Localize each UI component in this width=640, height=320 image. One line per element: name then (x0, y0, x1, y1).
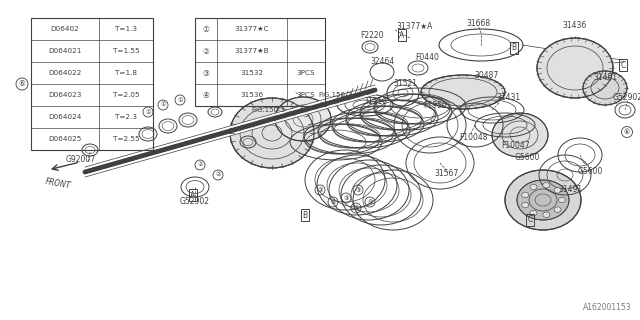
Text: B: B (511, 44, 516, 52)
Text: 31377★A: 31377★A (397, 21, 433, 30)
Text: 31377★B: 31377★B (235, 48, 269, 54)
Ellipse shape (522, 192, 529, 198)
Text: 32464: 32464 (371, 58, 395, 67)
Ellipse shape (530, 210, 537, 216)
Ellipse shape (583, 71, 627, 105)
Text: T=1.3: T=1.3 (115, 26, 137, 32)
Text: 31377★C: 31377★C (235, 26, 269, 32)
Text: G52902: G52902 (180, 197, 210, 206)
Ellipse shape (530, 184, 537, 190)
Text: 31521: 31521 (393, 78, 417, 87)
Ellipse shape (230, 98, 314, 168)
Ellipse shape (554, 188, 561, 193)
Text: ①: ① (160, 102, 166, 108)
Text: 31567: 31567 (435, 169, 459, 178)
Ellipse shape (421, 75, 505, 109)
Text: F1950: F1950 (423, 100, 447, 109)
Text: ②: ② (203, 46, 209, 55)
Ellipse shape (543, 182, 550, 188)
Text: ④: ④ (353, 205, 359, 211)
Text: T=2.05: T=2.05 (113, 92, 140, 98)
Text: 31461: 31461 (593, 73, 617, 82)
Text: ③: ③ (317, 188, 323, 193)
Text: D064022: D064022 (48, 70, 82, 76)
Text: D064021: D064021 (48, 48, 82, 54)
Ellipse shape (554, 207, 561, 212)
Text: ③: ③ (355, 188, 361, 193)
Text: B: B (303, 211, 308, 220)
Text: ⑥: ⑥ (624, 129, 630, 135)
Ellipse shape (492, 113, 548, 157)
Ellipse shape (522, 202, 529, 208)
Text: 31431: 31431 (496, 93, 520, 102)
Text: 31491: 31491 (558, 186, 582, 195)
Text: ③: ③ (203, 68, 209, 77)
Text: ①: ① (145, 109, 151, 115)
Text: 3PCS: 3PCS (297, 92, 316, 98)
Text: T=2.3: T=2.3 (115, 114, 137, 120)
Text: ②: ② (215, 172, 221, 178)
Text: G5600: G5600 (577, 167, 603, 177)
Text: G92007: G92007 (66, 156, 96, 164)
Ellipse shape (505, 170, 581, 230)
Text: 31532: 31532 (241, 70, 264, 76)
Text: D064023: D064023 (48, 92, 82, 98)
Text: 31436: 31436 (563, 20, 587, 29)
Text: F2220: F2220 (360, 30, 384, 39)
Text: 31536: 31536 (241, 92, 264, 98)
Text: FIG.150-3: FIG.150-3 (318, 92, 352, 98)
Text: A: A (399, 30, 404, 39)
Text: ①: ① (177, 98, 183, 102)
Text: ①: ① (203, 25, 209, 34)
Text: D06402: D06402 (51, 26, 79, 32)
Text: A: A (190, 190, 196, 199)
Text: F0440: F0440 (415, 52, 439, 61)
Ellipse shape (543, 212, 550, 218)
Text: D064024: D064024 (48, 114, 82, 120)
Text: F10048: F10048 (460, 133, 488, 142)
Ellipse shape (537, 38, 613, 98)
Text: T=2.55: T=2.55 (113, 136, 140, 142)
Text: ③: ③ (343, 196, 349, 201)
Text: G52902: G52902 (613, 93, 640, 102)
Text: ④: ④ (203, 91, 209, 100)
Text: F10047: F10047 (502, 140, 531, 149)
Text: D064025: D064025 (48, 136, 82, 142)
Text: FIG.150-3: FIG.150-3 (251, 107, 285, 113)
Text: ④: ④ (330, 199, 336, 204)
Text: C: C (620, 60, 626, 69)
Text: FRONT: FRONT (44, 177, 72, 190)
Text: C: C (527, 215, 532, 225)
Ellipse shape (275, 97, 331, 141)
Ellipse shape (559, 197, 566, 203)
Text: 31668: 31668 (466, 19, 490, 28)
Text: 31513: 31513 (363, 98, 387, 107)
Text: T=1.8: T=1.8 (115, 70, 137, 76)
Text: 30487: 30487 (475, 71, 499, 81)
Text: T=1.55: T=1.55 (113, 48, 140, 54)
Ellipse shape (517, 180, 569, 220)
Text: ④: ④ (367, 199, 373, 204)
Text: ②: ② (197, 163, 203, 167)
Text: ⑥: ⑥ (19, 79, 26, 89)
Text: A162001153: A162001153 (584, 303, 632, 312)
Text: G5600: G5600 (515, 154, 540, 163)
Text: 3PCS: 3PCS (297, 70, 316, 76)
